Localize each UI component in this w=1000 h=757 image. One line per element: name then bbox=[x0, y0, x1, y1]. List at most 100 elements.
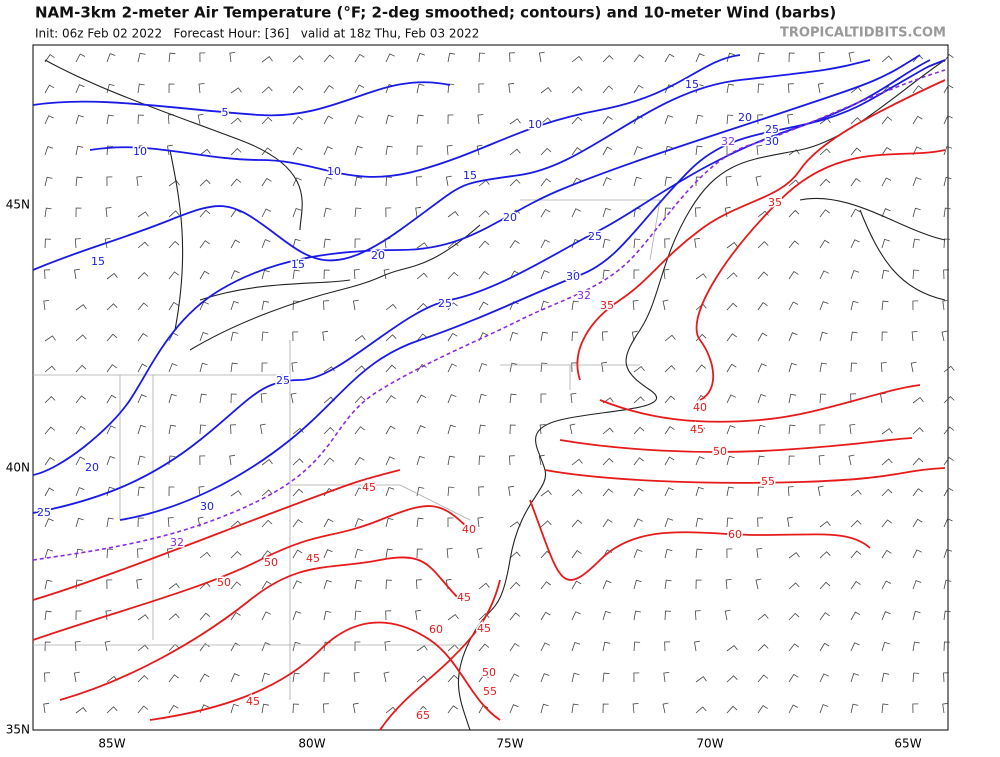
wind-barb bbox=[726, 425, 736, 435]
wind-barb bbox=[633, 396, 645, 404]
wind-barb bbox=[881, 428, 893, 435]
wind-barb bbox=[633, 549, 643, 559]
wind-barb bbox=[725, 176, 732, 187]
wind-barb bbox=[478, 613, 490, 621]
wind-barb bbox=[385, 364, 397, 373]
wind-barb bbox=[850, 672, 860, 683]
wind-barb bbox=[168, 674, 179, 683]
wind-barb bbox=[850, 147, 862, 156]
wind-barb bbox=[943, 269, 950, 280]
wind-barb bbox=[694, 237, 700, 249]
wind-barb bbox=[292, 610, 302, 621]
contour-label: 45 bbox=[477, 622, 491, 635]
wind-barb bbox=[323, 672, 330, 683]
contour-label: 15 bbox=[685, 78, 699, 91]
wind-barb bbox=[385, 145, 393, 156]
wind-barb bbox=[385, 486, 395, 497]
wind-barb bbox=[726, 363, 737, 373]
wind-barb bbox=[509, 704, 519, 714]
wind-barb bbox=[447, 332, 458, 342]
wind-barb bbox=[726, 272, 738, 280]
wind-barb bbox=[850, 703, 859, 714]
wind-barb bbox=[261, 642, 271, 652]
wind-barb bbox=[168, 643, 180, 652]
wind-barb bbox=[819, 581, 831, 590]
wind-barb bbox=[571, 300, 579, 311]
wind-barb bbox=[664, 207, 671, 218]
wind-barb bbox=[75, 395, 87, 404]
subtitle: Init: 06z Feb 02 2022 Forecast Hour: [36… bbox=[35, 27, 479, 41]
wind-barb bbox=[881, 549, 892, 559]
wind-barb bbox=[912, 457, 924, 466]
wind-barb bbox=[632, 300, 639, 311]
wind-barb bbox=[602, 488, 614, 497]
wind-barb bbox=[105, 610, 112, 621]
wind-barb bbox=[323, 146, 333, 156]
contour-label: 50 bbox=[482, 666, 496, 679]
wind-barb bbox=[385, 207, 392, 218]
wind-barb bbox=[787, 113, 793, 125]
wind-barb bbox=[602, 580, 612, 590]
wind-barb bbox=[75, 304, 87, 311]
wind-barb bbox=[788, 552, 800, 559]
wind-barb bbox=[261, 550, 272, 559]
contour-label: 45 bbox=[457, 591, 471, 604]
contour-label: 10 bbox=[327, 165, 341, 178]
wind-barb bbox=[353, 672, 360, 683]
contour-label: 40 bbox=[462, 523, 476, 536]
wind-barb bbox=[323, 457, 335, 466]
wind-barb bbox=[75, 364, 87, 373]
wind-barb bbox=[478, 393, 487, 404]
wind-barb bbox=[416, 548, 423, 559]
wind-barb bbox=[478, 582, 490, 590]
wind-barb bbox=[75, 487, 85, 497]
contour-label: 32 bbox=[721, 135, 735, 148]
wind-barb bbox=[261, 703, 269, 714]
wind-barb bbox=[540, 87, 552, 94]
wind-barb bbox=[602, 300, 609, 311]
contour-label: 45 bbox=[362, 481, 376, 494]
wind-barb bbox=[229, 52, 236, 63]
wind-barb bbox=[850, 208, 861, 218]
wind-barb bbox=[353, 269, 360, 280]
wind-barb bbox=[912, 427, 924, 435]
wind-barb bbox=[43, 702, 50, 714]
wind-barb bbox=[416, 486, 425, 497]
wind-barb bbox=[881, 300, 889, 311]
wind-barb bbox=[912, 641, 920, 652]
wind-barb bbox=[292, 672, 300, 683]
wind-barb bbox=[323, 518, 334, 528]
title: NAM-3km 2-meter Air Temperature (°F; 2-d… bbox=[35, 4, 836, 22]
wind-barb bbox=[106, 425, 116, 435]
lon-label: 70W bbox=[696, 737, 723, 751]
wind-barb bbox=[416, 272, 428, 280]
wind-barb bbox=[788, 612, 800, 621]
wind-barb bbox=[476, 547, 483, 559]
wind-barb bbox=[261, 331, 269, 342]
wind-barb bbox=[602, 269, 610, 280]
wind-barb bbox=[943, 176, 952, 187]
wind-barb bbox=[447, 424, 456, 435]
wind-barb bbox=[850, 362, 857, 373]
wind-barb bbox=[323, 207, 332, 218]
contour-label: 35 bbox=[600, 299, 614, 312]
wind-barb bbox=[291, 362, 298, 373]
wind-barb bbox=[197, 113, 204, 125]
wind-barb bbox=[757, 517, 764, 528]
wind-barb bbox=[912, 238, 920, 249]
wind-barb bbox=[756, 548, 763, 559]
wind-barb bbox=[197, 516, 204, 528]
contour-label: 50 bbox=[264, 556, 278, 569]
wind-barb bbox=[602, 703, 609, 714]
wind-barb bbox=[261, 177, 272, 187]
wind-barb bbox=[292, 146, 303, 156]
wind-barb bbox=[44, 365, 56, 373]
wind-barb bbox=[385, 334, 397, 342]
wind-barb bbox=[230, 703, 239, 714]
contour-label: 32 bbox=[577, 289, 591, 302]
wind-barb bbox=[602, 641, 611, 652]
wind-barb bbox=[819, 331, 828, 342]
wind-barb bbox=[633, 84, 644, 94]
wind-barb bbox=[44, 115, 54, 125]
wind-barb bbox=[788, 209, 800, 218]
